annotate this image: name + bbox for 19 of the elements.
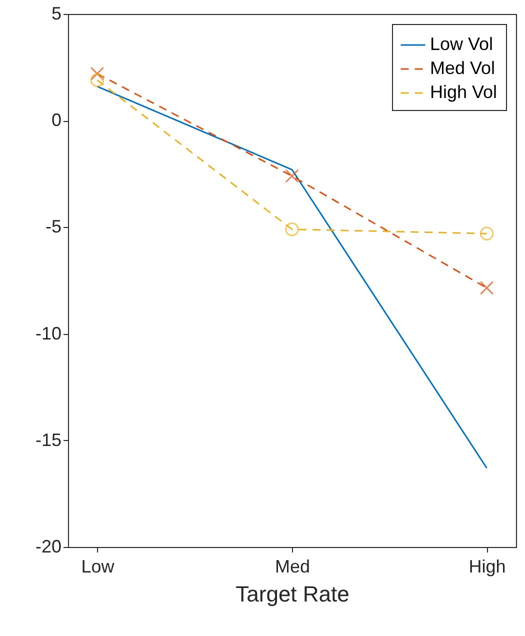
x-tick-label: Med [274,556,310,576]
point [285,222,299,236]
point [285,169,299,183]
legend-label: Med Vol [430,58,496,78]
y-tick-label: 5 [51,4,62,24]
y-tick-label: -20 [35,536,62,556]
point [480,226,494,240]
legend-label: Low Vol [430,34,494,54]
x-tick-label: Low [81,556,116,576]
point [90,73,104,87]
y-tick-label: 0 [51,110,62,130]
y-tick-label: -15 [35,430,62,450]
y-tick-label: -5 [45,216,62,237]
x-tick-label: High [468,556,506,576]
point [90,66,104,81]
point [480,281,494,295]
x-axis-title: Target Rate [236,582,350,606]
legend-label: High Vol [430,82,498,102]
y-tick-label: -10 [35,323,62,344]
